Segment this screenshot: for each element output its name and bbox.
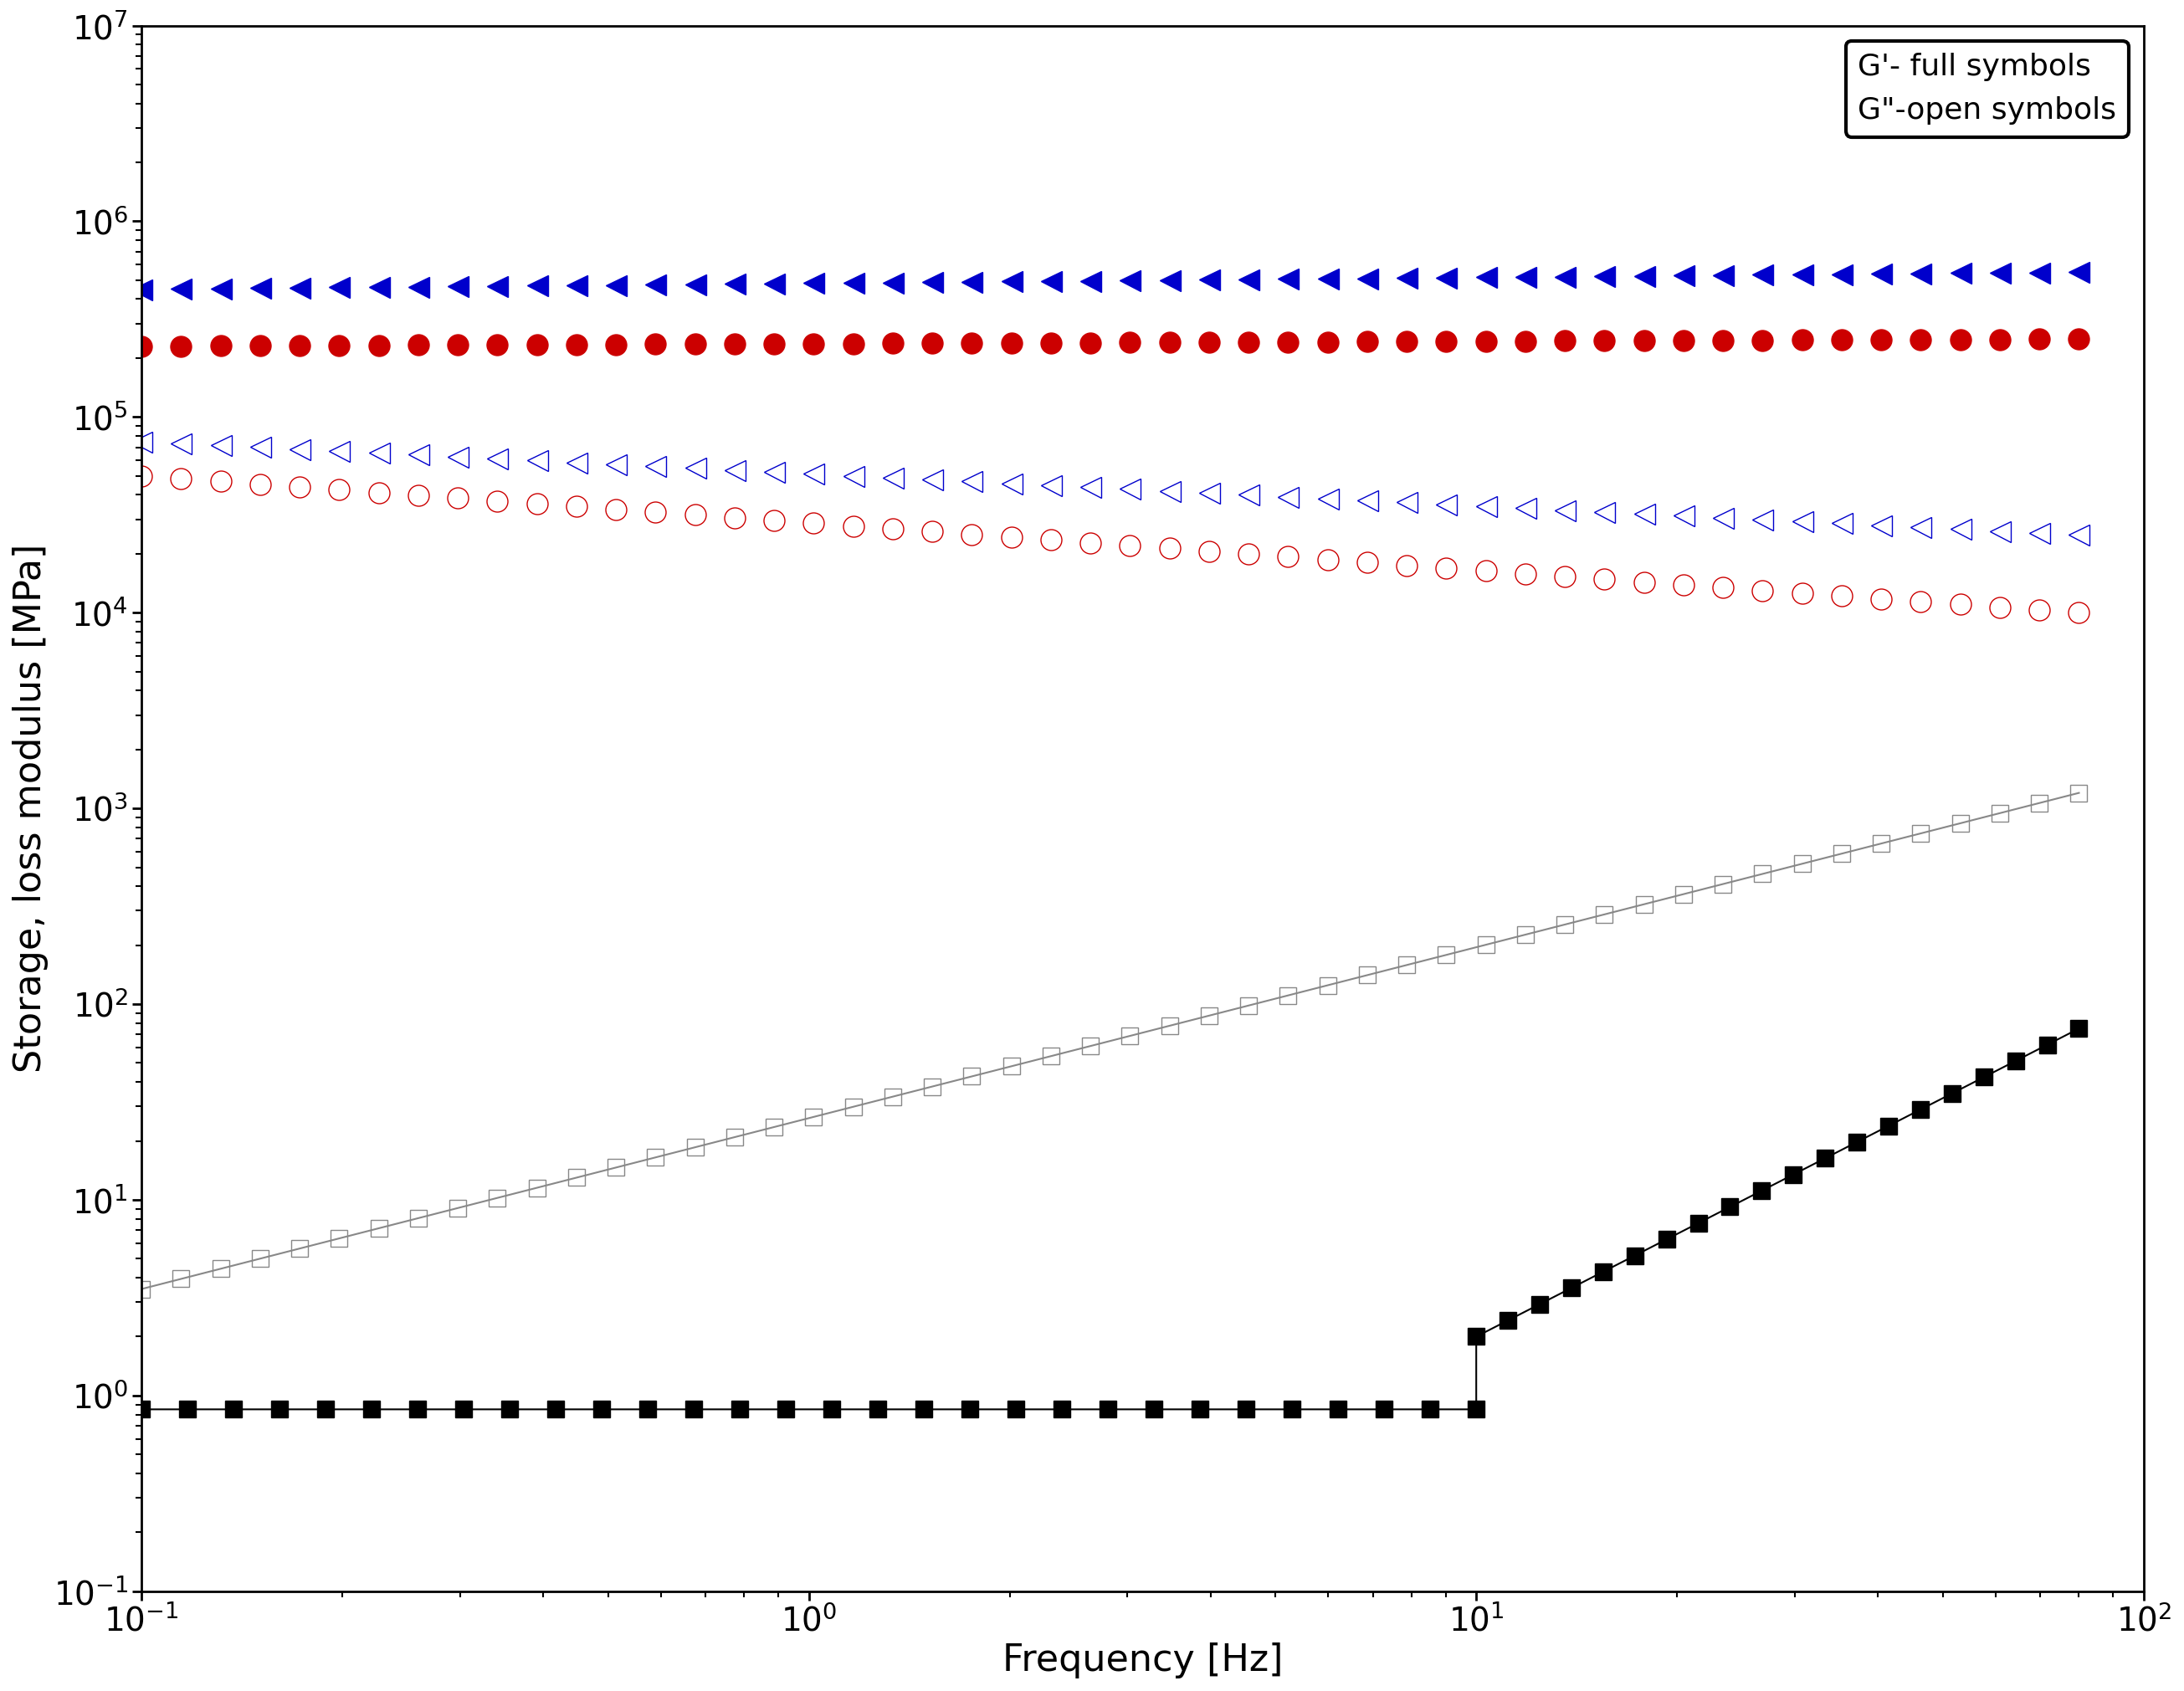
Legend: G'- full symbols, G"-open symbols: G'- full symbols, G"-open symbols bbox=[1845, 41, 2129, 137]
X-axis label: Frequency [Hz]: Frequency [Hz] bbox=[1002, 1642, 1282, 1679]
Y-axis label: Storage, loss modulus [MPa]: Storage, loss modulus [MPa] bbox=[13, 545, 48, 1072]
